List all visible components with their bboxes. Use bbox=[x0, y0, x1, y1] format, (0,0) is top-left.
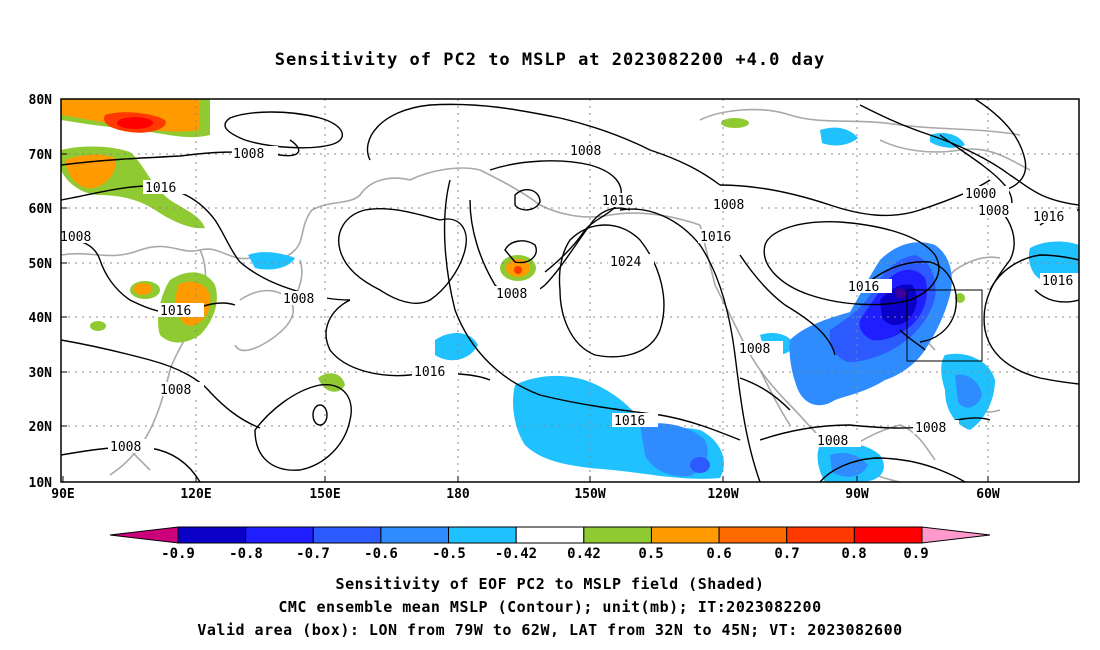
lat-tick-label: 40N bbox=[29, 311, 53, 326]
lat-tick-label: 10N bbox=[29, 476, 53, 491]
colorbar-label: -0.7 bbox=[296, 546, 330, 562]
colorbar-box bbox=[448, 526, 517, 544]
contour-label: 1008 bbox=[739, 342, 770, 357]
colorbar-box bbox=[853, 526, 923, 544]
contour-label: 1008 bbox=[713, 198, 744, 213]
colorbar-under-triangle bbox=[109, 526, 179, 544]
lon-tick-label: 150W bbox=[574, 487, 605, 502]
contour-label: 1000 bbox=[965, 187, 996, 202]
lat-tick-label: 60N bbox=[29, 202, 53, 217]
colorbar-label: -0.5 bbox=[432, 546, 466, 562]
colorbar-box bbox=[312, 526, 382, 544]
colorbar-label: 0.8 bbox=[841, 546, 866, 562]
caption-line-2: CMC ensemble mean MSLP (Contour); unit(m… bbox=[278, 598, 822, 616]
sensitivity-map: 1008 1008 1016 1008 1016 1008 1008 1008 … bbox=[29, 93, 1080, 562]
caption-line-1: Sensitivity of EOF PC2 to MSLP field (Sh… bbox=[335, 575, 765, 593]
lat-axis bbox=[61, 98, 67, 483]
caption-line-3: Valid area (box): LON from 79W to 62W, L… bbox=[197, 621, 903, 639]
colorbar-label: -0.9 bbox=[161, 546, 195, 562]
contour-label: 1016 bbox=[602, 194, 633, 209]
map-frame bbox=[60, 98, 1080, 483]
colorbar-label: -0.42 bbox=[495, 546, 537, 562]
contour-label: 1008 bbox=[233, 147, 264, 162]
colorbar-box bbox=[515, 526, 585, 544]
colorbar-label: 0.6 bbox=[706, 546, 731, 562]
contour-label: 1008 bbox=[978, 204, 1009, 219]
lat-tick-label: 80N bbox=[29, 93, 53, 108]
contour-label: 1008 bbox=[160, 383, 191, 398]
colorbar-box bbox=[245, 526, 314, 544]
contour-label: 1008 bbox=[283, 292, 314, 307]
map-content: 1008 1008 1016 1008 1016 1008 1008 1008 … bbox=[60, 99, 1079, 482]
lon-tick-label: 150E bbox=[309, 487, 340, 502]
colorbar-box bbox=[650, 526, 720, 544]
contour-label: 1008 bbox=[915, 421, 946, 436]
contour-label: 1016 bbox=[700, 230, 731, 245]
colorbar-label: 0.9 bbox=[903, 546, 928, 562]
contour-label: 1008 bbox=[570, 144, 601, 159]
sensitivity-shading bbox=[61, 99, 1079, 482]
lat-tick-label: 20N bbox=[29, 420, 53, 435]
plot-title: Sensitivity of PC2 to MSLP at 2023082200… bbox=[274, 50, 826, 70]
contour-label: 1016 bbox=[848, 280, 879, 295]
contour-label: 1008 bbox=[60, 230, 91, 245]
colorbar-box bbox=[380, 526, 450, 544]
lat-tick-label: 70N bbox=[29, 148, 53, 163]
colorbar: -0.9 -0.8 -0.7 -0.6 -0.5 -0.42 0.42 0.5 … bbox=[109, 526, 991, 562]
lat-tick-label: 30N bbox=[29, 366, 53, 381]
lon-tick-label: 60W bbox=[976, 487, 1000, 502]
colorbar-box bbox=[583, 526, 652, 544]
colorbar-label: 0.42 bbox=[567, 546, 601, 562]
colorbar-label: -0.8 bbox=[229, 546, 263, 562]
contour-label: 1008 bbox=[496, 287, 527, 302]
colorbar-boxes bbox=[177, 526, 923, 544]
lon-tick-label: 120E bbox=[180, 487, 211, 502]
lon-tick-label: 120W bbox=[707, 487, 738, 502]
lon-tick-label: 90W bbox=[845, 487, 869, 502]
contour-label: 1008 bbox=[110, 440, 141, 455]
contour-label: 1016 bbox=[414, 365, 445, 380]
valid-area-box bbox=[906, 289, 983, 362]
colorbar-label: -0.6 bbox=[364, 546, 398, 562]
lon-tick-label: 180 bbox=[446, 487, 470, 502]
contour-label: 1008 bbox=[817, 434, 848, 449]
colorbar-box bbox=[177, 526, 247, 544]
colorbar-label: 0.7 bbox=[774, 546, 799, 562]
colorbar-box bbox=[786, 526, 855, 544]
contour-label: 1016 bbox=[1033, 210, 1064, 225]
contour-label: 1024 bbox=[610, 255, 641, 270]
contour-label: 1016 bbox=[614, 414, 645, 429]
contour-labels: 1008 1008 1016 1008 1016 1008 1008 1008 … bbox=[60, 143, 1079, 455]
contour-label: 1016 bbox=[1042, 274, 1073, 289]
contour-label: 1016 bbox=[160, 304, 191, 319]
colorbar-box bbox=[718, 526, 788, 544]
colorbar-label: 0.5 bbox=[638, 546, 663, 562]
colorbar-over-triangle bbox=[921, 526, 991, 544]
lon-tick-label: 90E bbox=[51, 487, 74, 502]
contour-label: 1016 bbox=[145, 181, 176, 196]
lat-tick-label: 50N bbox=[29, 257, 53, 272]
